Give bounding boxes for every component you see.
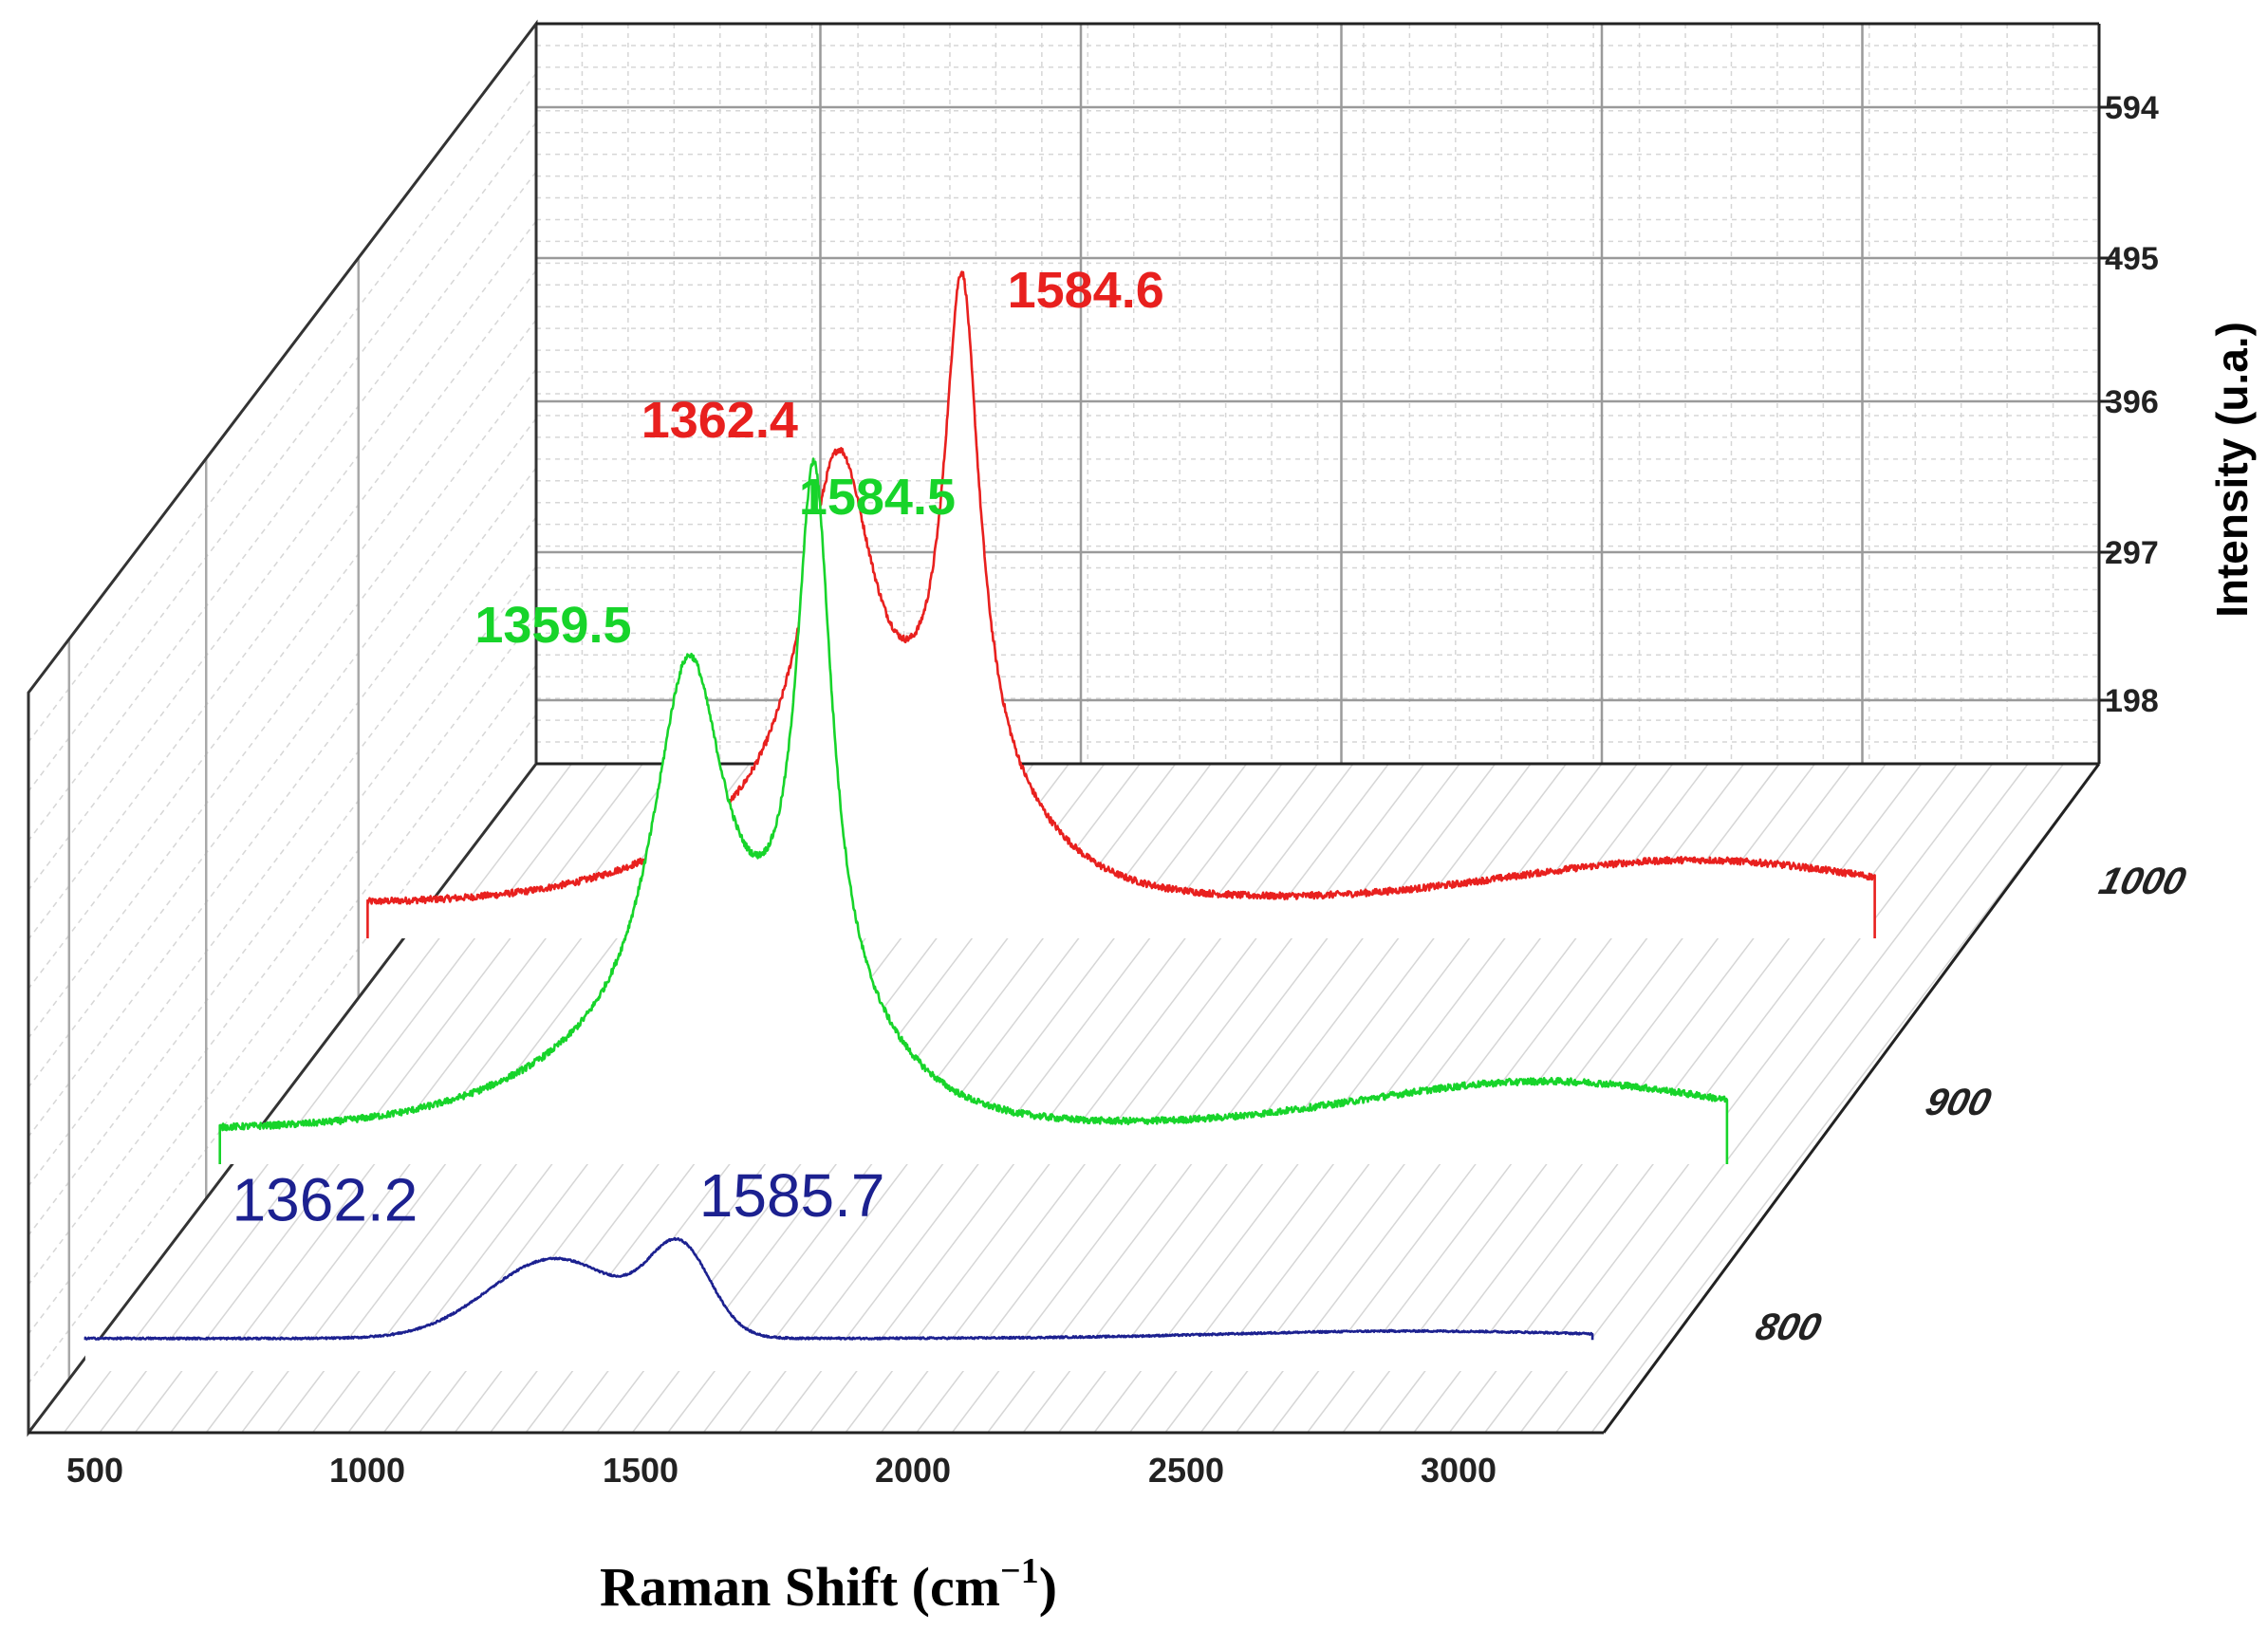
- series-900-line: [218, 457, 1729, 1164]
- left-wall-gridline: [28, 121, 537, 792]
- peak-label: 1584.5: [799, 469, 956, 526]
- floor-gridline: [1022, 763, 1532, 1434]
- floor-gridline: [63, 763, 573, 1434]
- x-tick-label: 500: [66, 1451, 123, 1490]
- floor-gridline: [738, 763, 1248, 1434]
- floor-gridline: [99, 763, 608, 1434]
- x-axis-title-main: Raman Shift (cm: [600, 1556, 1000, 1618]
- peak-label: 1584.6: [1008, 262, 1164, 319]
- x-tick-label: 1000: [329, 1451, 405, 1490]
- floor-gridline: [845, 763, 1354, 1434]
- floor-gridline: [1590, 763, 2100, 1434]
- x-tick-label: 2500: [1148, 1451, 1224, 1490]
- floor-gridline: [773, 763, 1283, 1434]
- left-wall-gridline: [28, 664, 537, 1335]
- grid-layer: [28, 24, 2100, 1434]
- x-axis-title: Raman Shift (cm−1): [600, 1551, 1057, 1618]
- series-900-fill: [219, 458, 1727, 1165]
- y-tick-label: 396: [2105, 384, 2159, 420]
- floor-gridline: [987, 763, 1497, 1434]
- floor-gridline: [1057, 763, 1568, 1434]
- series-layer: [84, 270, 1876, 1371]
- peak-label: 1362.2: [232, 1165, 418, 1233]
- left-wall-gridline: [28, 417, 537, 1088]
- series-1000-fill: [367, 271, 1875, 939]
- x-tick-label: 2000: [875, 1451, 951, 1490]
- y-axis-title: Intensity (u.a.): [2207, 322, 2257, 618]
- left-wall-gridline: [28, 319, 537, 990]
- left-wall-gridline: [28, 72, 537, 743]
- y-tick-label: 198: [2105, 683, 2159, 719]
- left-wall-gridline: [28, 565, 537, 1236]
- x-tick-label: 3000: [1421, 1451, 1497, 1490]
- series-1000-line: [366, 270, 1876, 938]
- peak-label: 1585.7: [699, 1161, 885, 1230]
- labels-layer: 198 297 396 495 594 500 1000 1500 2000 2500 3000 80…: [66, 90, 2191, 1490]
- depth-tick-label: 900: [1922, 1081, 1996, 1123]
- series-800-line: [84, 1236, 1594, 1341]
- depth-tick-label: 1000: [2095, 860, 2191, 902]
- floor-gridline: [809, 763, 1319, 1434]
- peak-label: 1362.4: [641, 392, 798, 449]
- left-wall-gridline: [28, 269, 537, 940]
- left-wall-gridline: [28, 615, 537, 1286]
- left-wall-gridline: [28, 368, 537, 1039]
- y-tick-label: 297: [2105, 535, 2159, 571]
- y-tick-label: 495: [2105, 241, 2159, 277]
- floor-gridline: [951, 763, 1460, 1434]
- left-wall-gridline: [28, 516, 537, 1187]
- left-wall-gridline: [28, 467, 537, 1138]
- floor-gridline: [134, 763, 643, 1434]
- y-tick-label: 594: [2105, 90, 2159, 126]
- series-800-fill: [84, 1238, 1593, 1371]
- floor-gridline: [916, 763, 1425, 1434]
- floor-gridline: [1484, 763, 1994, 1434]
- left-wall-gridline: [28, 220, 537, 891]
- x-axis-title-suffix: ): [1039, 1556, 1057, 1618]
- floor-gridline: [1554, 763, 2065, 1434]
- left-wall-gridline: [28, 713, 537, 1384]
- peak-label: 1359.5: [474, 597, 631, 654]
- floor-gridline: [880, 763, 1389, 1434]
- depth-tick-label: 800: [1752, 1306, 1826, 1348]
- left-wall-gridline: [28, 171, 537, 842]
- x-tick-label: 1500: [603, 1451, 679, 1490]
- depth-axis-edge: [1602, 763, 2101, 1434]
- x-axis-title-superscript: −1: [1000, 1551, 1039, 1591]
- floor-gridline: [1519, 763, 2029, 1434]
